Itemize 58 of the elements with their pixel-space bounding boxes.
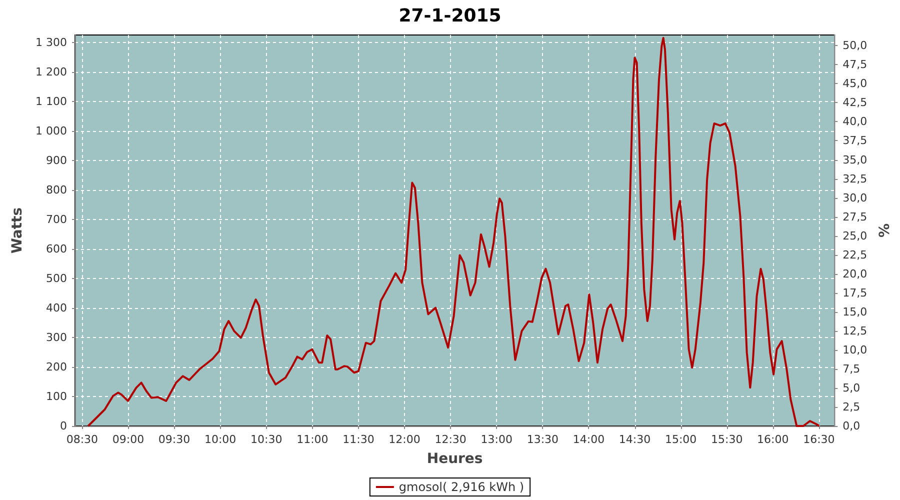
- y-tick-label: 900: [46, 154, 67, 168]
- x-tick-label: 08:30: [66, 433, 98, 446]
- y2-tick-label: 17,5: [842, 286, 868, 300]
- y2-tick-label: 20,0: [842, 267, 868, 280]
- y-tick-label: 300: [46, 331, 67, 344]
- y2-tick-label: 2,5: [842, 400, 860, 414]
- y-tick-label: 200: [46, 360, 67, 374]
- y2-tick-label: 32,5: [842, 172, 868, 186]
- x-tick-label: 14:30: [618, 433, 651, 446]
- y2-tick-label: 47,5: [842, 58, 868, 72]
- x-tick-label: 13:30: [526, 433, 559, 446]
- y-tick-label: 600: [46, 242, 67, 256]
- chart-title: 27-1-2015: [398, 6, 502, 26]
- y2-tick-label: 22,5: [842, 248, 868, 262]
- y-tick-label: 1 000: [36, 124, 67, 138]
- y-tick-label: 100: [46, 390, 67, 404]
- y2-tick-label: 0,0: [842, 420, 860, 432]
- x-tick-label: 12:30: [434, 433, 466, 446]
- y-tick-label: 500: [46, 272, 67, 286]
- x-tick-label: 12:00: [388, 433, 420, 446]
- y2-tick-label: 12,5: [842, 324, 868, 338]
- x-tick-label: 10:30: [250, 433, 282, 446]
- x-tick-label: 16:30: [803, 433, 835, 446]
- y-tick-label: 700: [46, 213, 67, 226]
- y2-tick-label: 50,0: [842, 39, 868, 52]
- x-tick-label: 09:00: [112, 433, 144, 446]
- y-tick-label: 1 100: [36, 95, 67, 108]
- x-tick-label: 11:00: [296, 433, 328, 446]
- x-tick-label: 14:00: [572, 433, 605, 446]
- y-axis-title: Watts: [10, 207, 26, 254]
- x-tick-label: 16:00: [757, 433, 789, 446]
- y2-tick-label: 37,5: [842, 134, 868, 148]
- y2-tick-label: 5,0: [842, 381, 860, 394]
- y2-tick-label: 7,5: [842, 362, 860, 376]
- x-axis-title: Heures: [426, 451, 483, 467]
- y2-tick-label: 42,5: [842, 96, 868, 110]
- y-tick-label: 800: [46, 184, 67, 197]
- y2-tick-label: 35,0: [842, 153, 868, 166]
- x-tick-label: 10:00: [204, 433, 236, 446]
- y2-tick-label: 45,0: [842, 77, 868, 90]
- y2-tick-label: 10,0: [842, 343, 868, 356]
- x-tick-label: 15:30: [711, 433, 743, 446]
- y2-tick-label: 25,0: [842, 229, 868, 242]
- legend-label: gmosol( 2,916 kWh ): [398, 480, 524, 494]
- x-tick-label: 15:00: [664, 433, 697, 446]
- y2-tick-label: 27,5: [842, 210, 868, 224]
- y2-tick-label: 30,0: [842, 191, 868, 204]
- x-tick-label: 09:30: [158, 433, 190, 446]
- y2-tick-label: 15,0: [842, 305, 868, 318]
- x-tick-label: 11:30: [342, 433, 374, 446]
- line-series: [87, 36, 820, 427]
- y-tick-label: 0: [60, 420, 67, 432]
- y-tick-label: 1 200: [36, 66, 67, 79]
- y-tick-label: 400: [46, 302, 67, 315]
- x-tick-label: 13:00: [480, 433, 512, 446]
- y-tick-label: 1 300: [36, 36, 67, 50]
- y2-tick-label: 40,0: [842, 115, 868, 128]
- y2-axis-title: %: [877, 223, 893, 238]
